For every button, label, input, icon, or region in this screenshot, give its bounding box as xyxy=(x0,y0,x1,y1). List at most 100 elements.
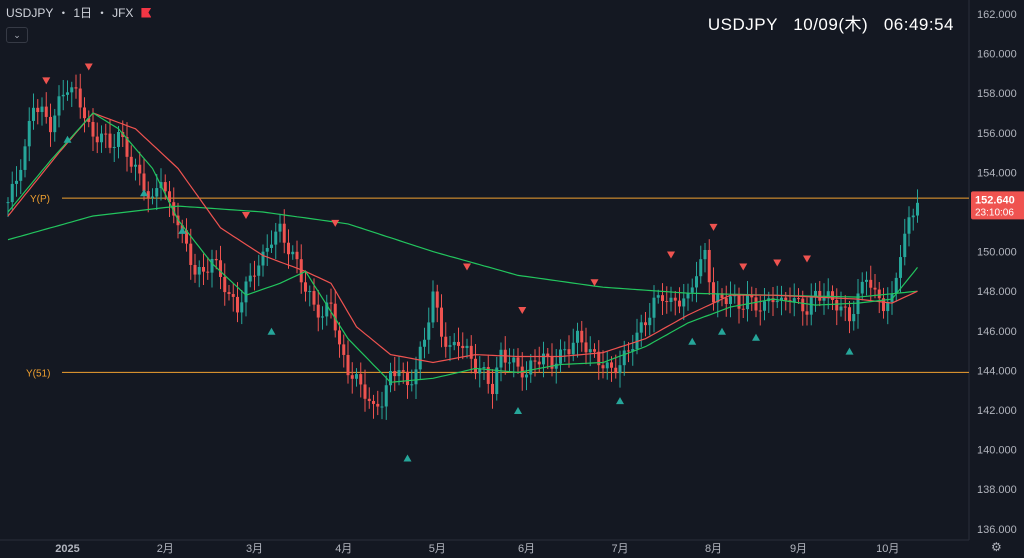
candle-body xyxy=(805,311,809,315)
candle-body xyxy=(261,251,265,266)
x-tick-label: 9月 xyxy=(790,543,807,555)
chevron-down-icon[interactable]: ⌄ xyxy=(6,27,28,43)
candle-body xyxy=(601,365,605,369)
gear-icon[interactable]: ⚙ xyxy=(991,540,1002,554)
candle-body xyxy=(563,349,567,351)
candle-body xyxy=(223,276,227,293)
candle-body xyxy=(287,242,290,255)
candle-body xyxy=(53,115,57,133)
candle-body xyxy=(142,173,146,192)
x-tick-label: 8月 xyxy=(705,543,722,555)
top-marker xyxy=(518,307,527,314)
bottom-marker xyxy=(718,327,726,335)
candle-body xyxy=(648,317,652,326)
y-tick-label: 144.000 xyxy=(977,365,1017,377)
candle-body xyxy=(882,298,885,312)
candle-body xyxy=(168,191,171,203)
candle-body xyxy=(673,297,677,301)
top-marker xyxy=(331,219,340,227)
candle-body xyxy=(894,277,898,294)
candle-body xyxy=(635,332,639,350)
bottom-marker xyxy=(178,226,187,234)
candle-body xyxy=(835,299,839,311)
top-marker xyxy=(667,251,675,259)
candle-body xyxy=(865,279,868,282)
candle-body xyxy=(525,374,528,378)
candle-body xyxy=(784,297,788,301)
candle-body xyxy=(618,365,622,374)
candle-body xyxy=(325,302,329,317)
candle-body xyxy=(588,349,592,353)
candle-body xyxy=(253,275,256,277)
candle-body xyxy=(529,360,533,375)
candle-body xyxy=(278,223,282,232)
candle-body xyxy=(550,356,554,369)
candle-body xyxy=(108,133,112,148)
candle-body xyxy=(665,301,669,303)
candle-body xyxy=(87,118,91,122)
candle-body xyxy=(495,367,499,395)
candle-body xyxy=(40,106,44,113)
bottom-marker xyxy=(752,333,760,341)
last-price-box xyxy=(971,191,1024,220)
ma-mid-line xyxy=(7,112,918,383)
candle-body xyxy=(129,156,133,167)
bottom-marker xyxy=(403,454,412,462)
candle-body xyxy=(74,87,78,89)
candle-body xyxy=(372,401,375,404)
candle-body xyxy=(36,107,40,113)
candle-body xyxy=(554,363,558,369)
top-marker xyxy=(242,211,250,219)
candle-body xyxy=(57,96,61,116)
candle-body xyxy=(236,296,239,313)
candle-body xyxy=(775,300,779,303)
candle-body xyxy=(410,384,414,386)
bottom-marker xyxy=(63,135,72,143)
candle-body xyxy=(257,265,261,276)
candle-body xyxy=(831,291,834,300)
top-marker xyxy=(590,279,599,287)
candle-body xyxy=(533,360,537,362)
bottom-marker xyxy=(514,407,522,414)
candle-body xyxy=(843,306,847,308)
candle-body xyxy=(792,298,796,303)
symbol-info[interactable]: USDJPY ・ 1日・ JFX xyxy=(6,4,152,21)
candle-body xyxy=(877,289,881,299)
candle-body xyxy=(631,349,635,352)
candle-body xyxy=(227,292,231,295)
candle-body xyxy=(899,257,902,278)
x-tick-label: 2月 xyxy=(157,543,174,555)
candle-body xyxy=(83,107,86,119)
candle-body xyxy=(304,282,307,292)
top-marker xyxy=(42,77,51,85)
candle-body xyxy=(576,330,579,343)
separator: ・ xyxy=(96,6,109,20)
candle-body xyxy=(707,249,711,283)
x-tick-label: 3月 xyxy=(246,543,263,555)
candle-body xyxy=(138,164,142,174)
candle-body xyxy=(907,217,911,234)
candle-body xyxy=(712,282,715,303)
candle-body xyxy=(669,297,673,302)
candle-body xyxy=(231,294,235,297)
level-label: Y(51) xyxy=(26,368,50,379)
candle-body xyxy=(440,307,443,337)
candle-body xyxy=(49,116,52,133)
y-tick-label: 154.000 xyxy=(977,167,1017,179)
price-axis xyxy=(969,0,1024,558)
candle-body xyxy=(716,293,720,303)
candle-body xyxy=(240,302,244,313)
y-tick-label: 140.000 xyxy=(977,445,1017,457)
candle-body xyxy=(444,336,448,347)
x-tick-label: 10月 xyxy=(876,543,899,555)
candle-body xyxy=(418,346,422,370)
interval-label: 1日 xyxy=(73,6,93,20)
candle-body xyxy=(737,294,741,309)
bottom-marker xyxy=(140,189,148,197)
candle-body xyxy=(567,349,571,355)
bottom-marker xyxy=(616,397,624,405)
candle-body xyxy=(172,202,176,216)
candle-body xyxy=(699,259,703,277)
